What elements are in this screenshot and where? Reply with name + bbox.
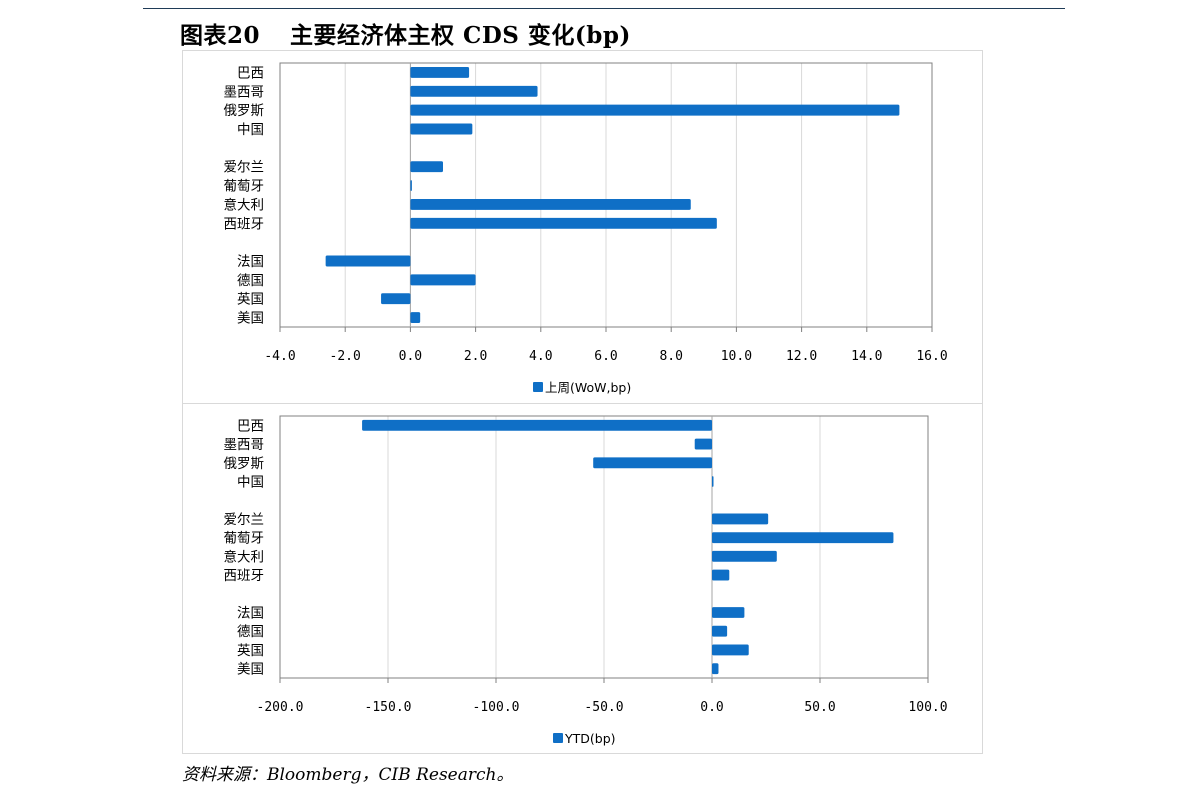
wow-category-label: 墨西哥: [224, 84, 265, 100]
ytd-bar: [712, 625, 728, 637]
ytd-bar: [712, 513, 769, 525]
wow-legend-label: 上周(WoW,bp): [545, 380, 631, 395]
ytd-category-label: 德国: [237, 624, 264, 640]
ytd-legend-label: YTD(bp): [564, 731, 616, 746]
wow-bar: [410, 123, 473, 135]
ytd-bar: [362, 419, 712, 431]
wow-bar: [410, 161, 443, 173]
ytd-x-tick-label: -200.0: [257, 700, 304, 715]
wow-x-tick-label: 10.0: [721, 349, 752, 364]
wow-category-label: 德国: [237, 273, 264, 289]
ytd-category-label: 意大利: [224, 548, 265, 565]
ytd-bar: [712, 663, 719, 675]
wow-x-tick-label: 8.0: [659, 349, 682, 364]
figure-title-text: 主要经济体主权 CDS 变化(bp): [290, 22, 631, 49]
ytd-x-tick-label: 0.0: [700, 700, 723, 715]
ytd-bar: [712, 607, 745, 618]
wow-category-label: 西班牙: [224, 216, 265, 232]
top-rule: [143, 8, 1065, 9]
wow-x-tick-label: 0.0: [399, 349, 422, 364]
ytd-category-label: 葡萄牙: [224, 531, 265, 547]
wow-bar: [381, 293, 411, 305]
ytd-category-label: 俄罗斯: [224, 456, 265, 472]
ytd-category-label: 英国: [237, 642, 264, 659]
ytd-x-tick-label: -50.0: [584, 700, 623, 715]
wow-chart-panel: -4.0 -2.0 0.0 2.0 4.0 6.0 8.0 10.0 12.0 14.0 16.0 巴…: [182, 50, 983, 404]
ytd-category-label: 美国: [237, 662, 264, 678]
ytd-x-tick-label: -150.0: [365, 700, 412, 715]
wow-bar: [410, 274, 476, 286]
figure-number: 图表20: [180, 22, 261, 49]
wow-x-tick-label: -4.0: [264, 349, 295, 364]
wow-bar: [410, 66, 470, 78]
ytd-bar: [712, 569, 730, 581]
ytd-bar: [712, 644, 749, 656]
wow-category-label: 巴西: [237, 65, 264, 81]
source-note: 资料来源：Bloomberg，CIB Research。: [182, 765, 514, 785]
wow-category-label: 俄罗斯: [224, 103, 265, 119]
ytd-legend-swatch: [553, 733, 563, 743]
wow-bar: [410, 198, 691, 210]
ytd-category-label: 墨西哥: [224, 437, 265, 453]
ytd-x-tick-label: 100.0: [908, 700, 947, 715]
wow-bar: [410, 104, 900, 116]
wow-bar: [410, 180, 412, 192]
ytd-bar: [712, 476, 714, 487]
wow-chart: -4.0 -2.0 0.0 2.0 4.0 6.0 8.0 10.0 12.0 14.0 16.0 巴…: [224, 62, 948, 395]
ytd-category-label: 中国: [237, 475, 264, 491]
wow-bar: [410, 85, 538, 97]
ytd-bar: [694, 438, 712, 450]
ytd-category-label: 巴西: [237, 418, 264, 434]
wow-bar: [325, 255, 411, 267]
wow-x-tick-label: 14.0: [851, 349, 882, 364]
wow-category-label: 英国: [237, 291, 264, 308]
wow-legend-swatch: [533, 382, 543, 392]
ytd-category-label: 西班牙: [224, 568, 265, 584]
wow-category-label: 中国: [237, 122, 264, 138]
wow-x-tick-label: 6.0: [594, 349, 617, 364]
ytd-x-tick-label: -100.0: [473, 700, 520, 715]
wow-x-tick-label: 4.0: [529, 349, 552, 364]
wow-category-label: 爱尔兰: [224, 160, 265, 176]
wow-x-tick-label: 16.0: [916, 349, 947, 364]
wow-bar: [410, 312, 421, 324]
ytd-bar: [712, 532, 894, 544]
ytd-bar: [593, 457, 712, 469]
wow-bar: [410, 217, 717, 229]
wow-category-label: 法国: [237, 254, 264, 270]
ytd-category-label: 法国: [237, 606, 264, 622]
ytd-bar: [712, 550, 777, 562]
ytd-category-label: 爱尔兰: [224, 512, 265, 528]
ytd-chart: -200.0 -150.0 -100.0 -50.0 0.0 50.0 100.0 巴西墨西哥…: [224, 415, 948, 746]
ytd-x-tick-label: 50.0: [804, 700, 835, 715]
wow-x-tick-label: 2.0: [464, 349, 487, 364]
wow-category-label: 意大利: [224, 196, 265, 213]
figure-title: 图表20 主要经济体主权 CDS 变化(bp): [180, 16, 631, 50]
wow-x-tick-label: 12.0: [786, 349, 817, 364]
wow-category-label: 葡萄牙: [224, 179, 265, 195]
ytd-chart-panel: -200.0 -150.0 -100.0 -50.0 0.0 50.0 100.0 巴西墨西哥…: [182, 403, 983, 754]
wow-x-tick-label: -2.0: [330, 349, 361, 364]
wow-category-label: 美国: [237, 311, 264, 327]
